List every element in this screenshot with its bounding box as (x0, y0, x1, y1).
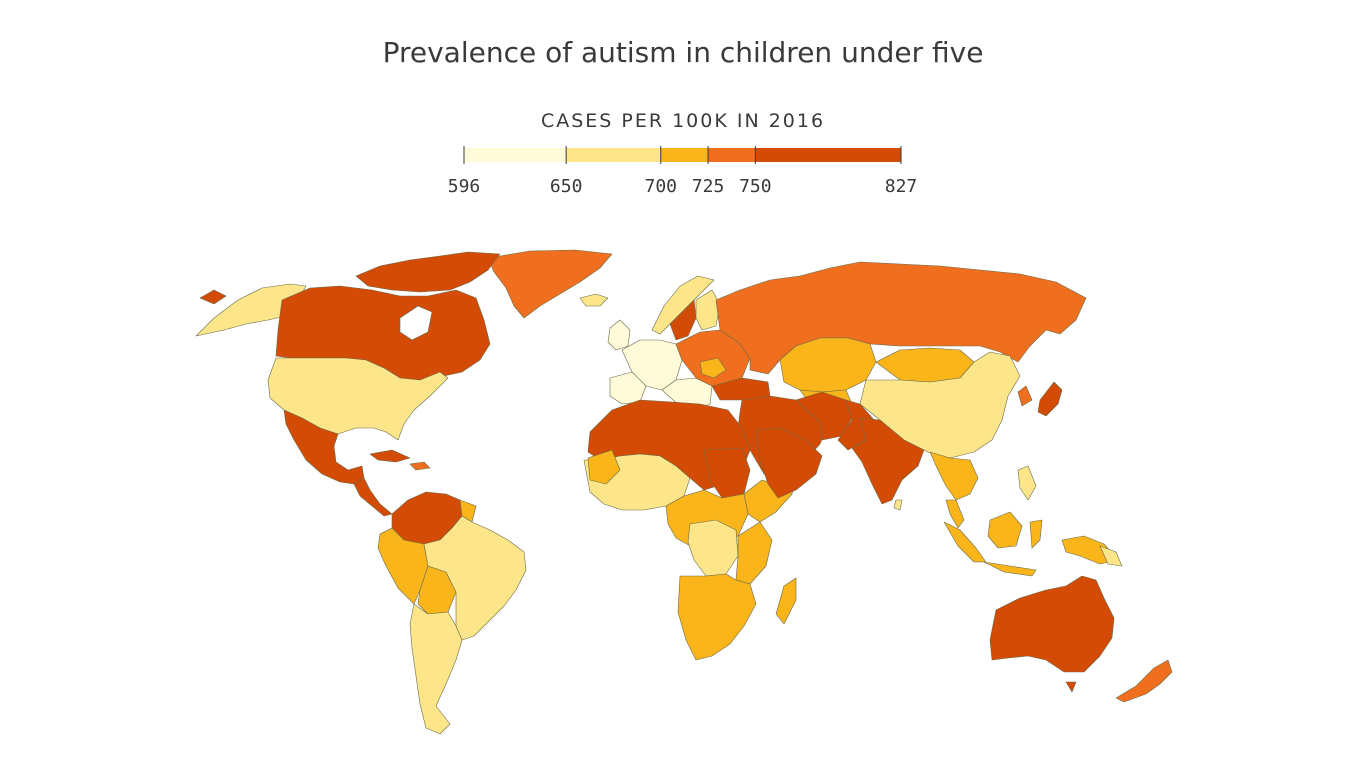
world-map-svg (195, 249, 1173, 735)
region-hispaniola (409, 461, 431, 471)
legend-bin (755, 148, 901, 162)
legend-bin (708, 148, 756, 162)
region-japan (1037, 381, 1063, 417)
legend-title: CASES PER 100K IN 2016 (540, 110, 826, 132)
region-philippines (1017, 465, 1037, 501)
color-legend: 596 650 700 725 750 827 (0, 140, 1366, 200)
region-madagascar (775, 577, 797, 625)
region-sulawesi (1029, 519, 1043, 549)
region-iceland (579, 293, 609, 307)
hudson-bay (399, 305, 433, 341)
legend-tick-label: 700 (644, 176, 677, 197)
region-malay-peninsula (945, 499, 965, 529)
region-sumatra (943, 521, 987, 563)
legend-tick-label: 650 (550, 176, 583, 197)
region-sudan (703, 447, 751, 499)
region-png-east (1099, 545, 1123, 567)
region-tasmania (1065, 681, 1077, 693)
region-finland (695, 289, 721, 331)
region-arctic-islands (355, 251, 501, 293)
region-norway (651, 275, 715, 335)
region-russia (715, 261, 1087, 375)
region-brazil (423, 515, 527, 641)
region-alaska-west (199, 289, 227, 305)
region-indochina (929, 451, 979, 501)
region-mauritania-area (587, 449, 621, 485)
region-mongolia (875, 347, 975, 383)
region-southern-africa (677, 573, 757, 661)
legend-tick-label: 827 (885, 176, 918, 197)
region-southern-cone (409, 603, 463, 735)
region-korea (1017, 385, 1033, 407)
region-java (983, 561, 1037, 577)
region-uk-ireland (607, 319, 631, 351)
legend-tick-label: 596 (448, 176, 481, 197)
region-australia (989, 575, 1115, 673)
legend-bin (566, 148, 661, 162)
region-cuba (369, 449, 411, 463)
world-map (0, 230, 1366, 754)
region-sri-lanka (893, 499, 903, 511)
legend-bin (464, 148, 567, 162)
region-ukraine-area (699, 357, 727, 379)
region-east-africa (735, 521, 773, 585)
legend-tick-label: 725 (692, 176, 725, 197)
region-borneo (987, 511, 1023, 549)
region-new-zealand (1115, 659, 1173, 703)
region-india (851, 417, 925, 505)
region-mexico (283, 409, 365, 485)
region-kazakhstan (779, 337, 877, 393)
chart-title: Prevalence of autism in children under f… (382, 36, 984, 69)
region-central-america (353, 477, 393, 517)
legend-bin (660, 148, 709, 162)
region-drc (687, 519, 739, 577)
legend-scale: 596 650 700 725 750 827 (448, 146, 918, 197)
region-greenland (487, 249, 613, 319)
region-arabia (755, 427, 823, 499)
legend-tick-label: 750 (739, 176, 772, 197)
